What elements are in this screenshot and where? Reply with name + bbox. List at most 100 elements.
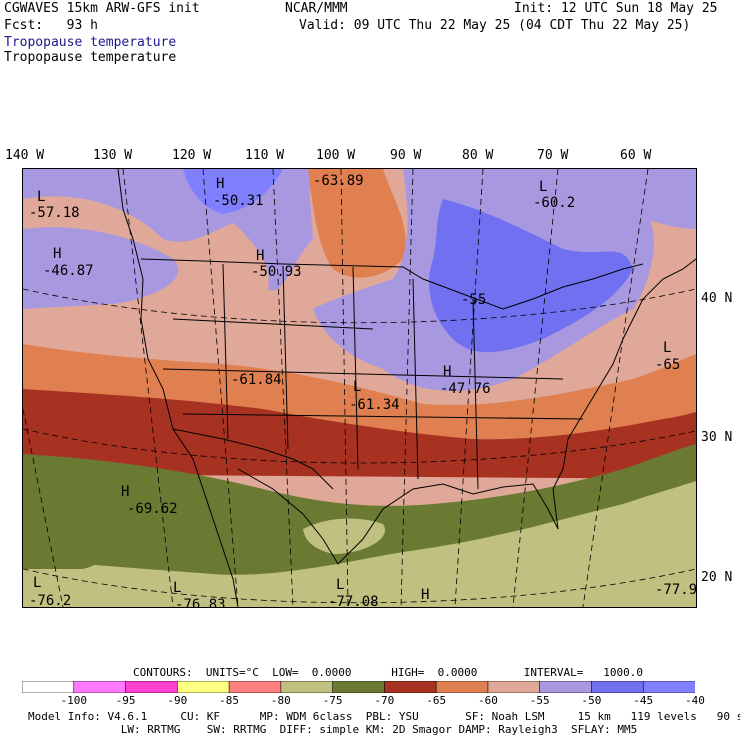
legend-swatch [280, 681, 334, 693]
map-label-value: -77.08 [328, 594, 379, 607]
map-label-kind: H [53, 246, 61, 262]
forecast-hour: Fcst: 93 h [4, 18, 98, 33]
lon-label-130w: 130 W [93, 148, 133, 163]
field-band-50-central [223, 169, 313, 291]
map-label-kind: L [336, 577, 344, 593]
map-label-value: -55 [461, 292, 486, 308]
field-band-60-streak [308, 169, 406, 278]
map-label-value: -76.83 [175, 597, 226, 607]
legend-tick-label: -45 [633, 694, 654, 707]
legend-tick-label: -40 [685, 694, 705, 707]
valid-time: Valid: 09 UTC Thu 22 May 25 (04 CDT Thu … [299, 18, 691, 33]
map-label-kind: H [121, 484, 129, 500]
graticule-120w [202, 169, 239, 607]
canada-border [140, 258, 644, 310]
graticule-60w [582, 169, 649, 607]
map-label-value: -69.62 [127, 501, 178, 517]
graticule-30n [23, 428, 696, 464]
map-label-kind: H [421, 587, 429, 603]
field-band-75-gulf [303, 518, 385, 554]
map-label-value: -65 [655, 357, 680, 373]
map-label-kind: L [353, 379, 361, 395]
lon-label-60w: 60 W [620, 148, 652, 163]
contours-info: CONTOURS: UNITS=°C LOW= 0.0000 HIGH= 0.0… [133, 666, 643, 679]
org-label: NCAR/MMM [285, 1, 348, 16]
legend-swatch [539, 681, 593, 693]
legend-tick-label: -80 [270, 694, 291, 707]
map-label-value: -61.34 [349, 397, 400, 413]
legend-swatch [384, 681, 437, 693]
map-label-value: -50.93 [251, 264, 302, 280]
color-legend-bar [22, 681, 695, 693]
map-label-kind: H [216, 176, 224, 192]
map-label-value: -57.18 [29, 205, 80, 221]
mexico-border [172, 428, 334, 490]
legend-tick-label: -85 [219, 694, 239, 707]
map-label-kind: L [33, 575, 41, 591]
field-band-45-lakes [429, 199, 633, 353]
lon-label-90w: 90 W [390, 148, 422, 163]
lon-label-120w: 120 W [172, 148, 212, 163]
map-label-value: -50.31 [213, 193, 264, 209]
lat-label-40n: 40 N [701, 291, 733, 306]
map-label-kind: L [663, 340, 671, 356]
legend-swatch [591, 681, 645, 693]
graticule-70w [512, 169, 559, 607]
graticule-110w [272, 169, 294, 607]
legend-swatch [435, 681, 489, 693]
field-title-primary: Tropopause temperature [4, 35, 177, 50]
legend-tick-label: -65 [426, 694, 447, 707]
legend-swatch [177, 681, 230, 693]
map-label-value: -46.87 [43, 263, 94, 279]
lon-label-140w: 140 W [5, 148, 45, 163]
init-time: Init: 12 UTC Sun 18 May 25 [514, 1, 718, 16]
field-band-50-nw [23, 227, 179, 309]
field-band-50-east [583, 169, 696, 229]
legend-tick-label: -95 [115, 694, 136, 707]
map-label-value: -63.89 [313, 173, 364, 189]
legend-tick-label: -50 [581, 694, 602, 707]
lon-label-80w: 80 W [462, 148, 494, 163]
lat-label-20n: 20 N [701, 570, 733, 585]
lon-label-100w: 100 W [316, 148, 356, 163]
tropopause-temperature-map: L -57.18 H -50.31 -63.89 L -60.2 H -46.8… [22, 168, 697, 608]
graticule-100w [340, 169, 349, 607]
map-label-kind: L [37, 189, 45, 205]
legend-tick-label: -75 [322, 694, 343, 707]
map-label-value: -76.2 [29, 593, 71, 607]
graticule-40n [23, 288, 696, 324]
map-label-value: -47.76 [440, 381, 491, 397]
legend-swatch [332, 681, 386, 693]
legend-swatch [125, 681, 179, 693]
legend-swatch [22, 681, 75, 693]
coastline-west [117, 169, 239, 607]
graticule-140w [23, 408, 64, 607]
legend-tick-label: -70 [374, 694, 395, 707]
legend-tick-label: -100 [60, 694, 88, 707]
field-band-75-south [23, 481, 696, 607]
field-title-secondary: Tropopause temperature [4, 50, 177, 65]
map-label-value: -77.9 [655, 582, 696, 598]
model-info-line2: LW: RRTMG SW: RRTMG DIFF: simple KM: 2D … [28, 723, 638, 736]
legend-tick-label: -60 [477, 694, 498, 707]
graticule-80w [454, 169, 484, 607]
lon-label-110w: 110 W [245, 148, 285, 163]
field-band-45-north [183, 169, 283, 214]
map-label-kind: L [539, 179, 547, 195]
legend-swatch [642, 681, 695, 693]
graticule-130w [122, 169, 174, 607]
legend-swatch [228, 681, 282, 693]
legend-swatch [487, 681, 541, 693]
legend-swatch [73, 681, 127, 693]
coastline-gulf [237, 468, 564, 565]
legend-tick-label: -55 [529, 694, 550, 707]
graticule-20n [23, 568, 696, 604]
model-info-line1: Model Info: V4.6.1 CU: KF MP: WDM 6class… [28, 710, 740, 723]
lat-label-30n: 30 N [701, 430, 733, 445]
legend-tick-label: -90 [167, 694, 188, 707]
field-band-75-west [23, 469, 116, 569]
map-label-kind: H [443, 364, 451, 380]
state-lines [162, 263, 584, 490]
map-label-value: -61.84 [231, 372, 282, 388]
map-label-kind: H [256, 248, 264, 264]
